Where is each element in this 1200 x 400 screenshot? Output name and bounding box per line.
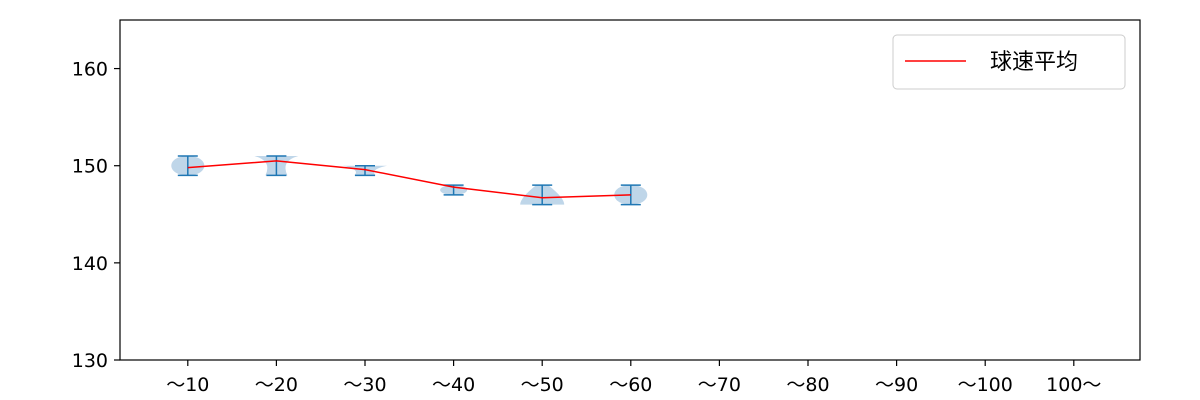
- y-axis: 130 140 150 160: [72, 59, 120, 372]
- legend: 球速平均: [892, 34, 1126, 90]
- x-tick-label: ～60: [609, 374, 652, 396]
- x-tick-label: 100～: [1046, 374, 1101, 396]
- y-tick-label: 140: [72, 253, 108, 275]
- y-tick-label: 160: [72, 59, 108, 81]
- x-tick-label: ～30: [343, 374, 386, 396]
- x-tick-label: ～100: [958, 374, 1013, 396]
- mean-speed-line: [187, 160, 631, 199]
- x-tick-label: ～40: [432, 374, 475, 396]
- legend-box: [892, 34, 1126, 90]
- whisker-layer: [177, 155, 641, 206]
- x-tick-label: ～50: [521, 374, 564, 396]
- x-tick-label: ～80: [786, 374, 829, 396]
- y-tick-label: 130: [72, 350, 108, 372]
- x-axis: ～10 ～20 ～30 ～40 ～50 ～60 ～70 ～80 ～90 ～100 100～: [166, 360, 1101, 396]
- x-tick-label: ～20: [255, 374, 298, 396]
- x-tick-label: ～90: [875, 374, 918, 396]
- x-tick-label: ～70: [698, 374, 741, 396]
- legend-label: 球速平均: [990, 50, 1078, 75]
- x-tick-label: ～10: [166, 374, 209, 396]
- plot-frame: [119, 19, 1141, 361]
- y-tick-label: 150: [72, 156, 108, 178]
